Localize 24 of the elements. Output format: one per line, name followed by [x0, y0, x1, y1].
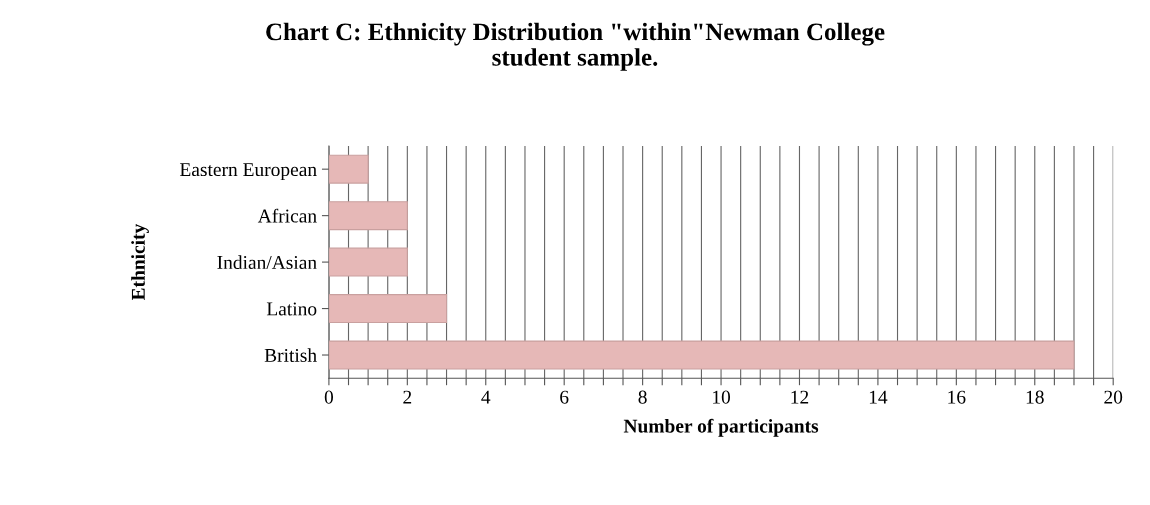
x-tick-label: 12: [791, 390, 809, 404]
chart-title: Chart C: Ethnicity Distribution "within"Newman College student sample.: [266, 22, 885, 71]
y-tick-label: Indian/Asian: [217, 255, 317, 270]
bar: [328, 154, 369, 184]
x-tick-label: 2: [403, 390, 412, 404]
x-tick-label: 8: [638, 390, 647, 404]
y-tick-label: British: [264, 348, 317, 362]
y-tick-label: African: [257, 208, 317, 223]
y-axis-title: Ethnicity: [131, 223, 149, 301]
bar: [328, 340, 1075, 370]
bar: [328, 201, 408, 231]
x-tick-label: 14: [869, 390, 888, 404]
x-tick-label: 0: [324, 390, 334, 404]
x-tick-label: 4: [481, 390, 491, 404]
y-tick-label: Latino: [266, 302, 317, 316]
bar: [328, 247, 408, 277]
x-tick-label: 18: [1026, 390, 1044, 404]
x-tick-label: 10: [713, 390, 731, 404]
x-tick-label: 16: [948, 390, 966, 404]
x-axis-title: Number of participants: [623, 418, 819, 437]
y-tick-label: Eastern European: [179, 163, 317, 181]
bar: [328, 294, 448, 324]
x-tick-label: 20: [1104, 390, 1123, 404]
x-tick-label: 6: [560, 390, 569, 404]
